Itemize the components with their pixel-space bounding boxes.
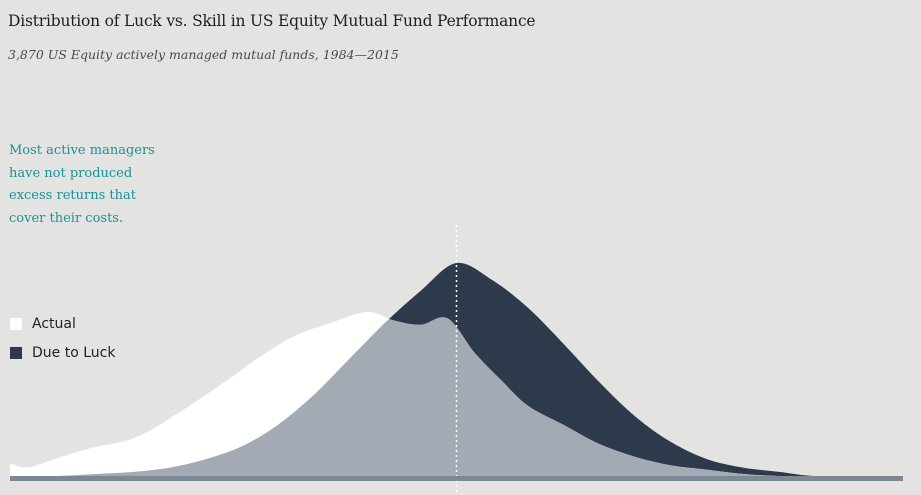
x-axis-baseline xyxy=(10,476,903,481)
chart-title: Distribution of Luck vs. Skill in US Equ… xyxy=(8,12,536,30)
legend-item-actual: Actual xyxy=(10,309,115,338)
annotation-line: excess returns that xyxy=(9,188,136,203)
legend-label-actual: Actual xyxy=(32,315,76,332)
annotation-line: Most active managers xyxy=(9,143,155,158)
legend-item-luck: Due to Luck xyxy=(10,338,115,367)
annotation-note: Most active managers have not produced e… xyxy=(9,140,169,230)
annotation-line: have not produced xyxy=(9,165,133,181)
chart-legend: Actual Due to Luck xyxy=(10,309,115,367)
annotation-line: cover their costs. xyxy=(9,210,124,226)
legend-swatch-actual xyxy=(10,317,22,330)
chart-subtitle: 3,870 US Equity actively managed mutual … xyxy=(8,47,399,62)
legend-swatch-luck xyxy=(10,346,22,359)
legend-label-luck: Due to Luck xyxy=(32,344,116,361)
